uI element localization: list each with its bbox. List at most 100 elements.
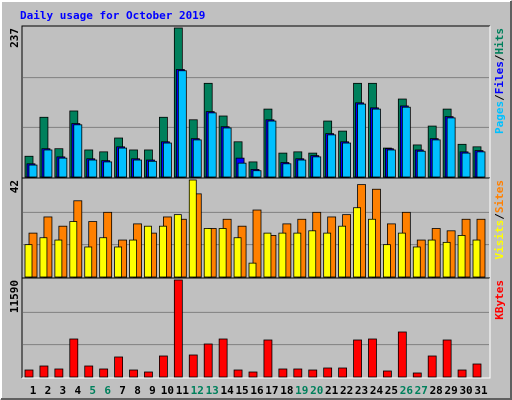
legend: Visits/Sites [493,180,506,260]
bar [114,246,122,278]
bar [69,338,79,378]
bar [248,371,258,378]
bar [88,159,98,178]
x-tick-label: 30 [459,384,472,397]
bar [457,235,466,278]
bar [293,232,302,278]
y-tick-label: 237 [8,28,21,48]
bar [103,161,113,178]
bar [162,142,172,178]
x-tick-label: 4 [74,384,81,397]
bar [84,365,94,378]
legend-entry: Sites [493,180,506,213]
bar [382,370,392,378]
bar [233,237,242,278]
bar [144,371,153,378]
bar [323,232,332,278]
bar [73,124,83,178]
bar [233,369,243,378]
bar [446,117,456,178]
bar [297,159,307,178]
x-tick-label: 29 [445,384,458,397]
bar [158,355,168,378]
bar [222,127,232,178]
bar [84,246,93,278]
panel-border-dark [21,277,490,378]
bar [401,106,411,178]
bar [133,159,142,178]
bar [99,237,108,278]
x-tick-label: 10 [161,384,174,397]
bar [308,230,317,278]
bar [207,112,217,178]
bar [218,228,227,278]
panel-border-light [22,278,491,379]
legend: Pages/Files/Hits [493,28,506,134]
panel [22,278,490,378]
bar [177,70,187,178]
bar [282,163,292,178]
bar [461,152,471,178]
x-tick-label: 2 [45,384,52,397]
bar [357,103,366,178]
bar [114,356,123,378]
bar [416,150,426,178]
bar [338,225,347,278]
x-tick-label: 12 [191,384,204,397]
bar [173,214,182,278]
bar [263,232,272,278]
bar [39,237,48,278]
x-tick-label: 3 [60,384,67,397]
x-tick-label: 14 [221,384,235,397]
x-tick-label: 24 [370,384,384,397]
x-tick-label: 7 [119,384,126,397]
bar [203,343,213,378]
legend-separator: / [493,94,506,101]
bar [327,134,337,178]
bar [308,369,318,378]
bar [237,162,247,178]
bar [173,279,183,378]
bar [252,209,262,278]
legend-entry: Hits [493,28,506,55]
bar [252,170,262,178]
legend-separator: / [493,213,506,220]
bar [427,355,437,378]
bar [442,339,452,378]
bar [353,339,362,378]
x-tick-label: 13 [206,384,219,397]
legend-entry: Pages [493,101,506,134]
bar [263,339,273,378]
x-tick-label: 26 [400,384,414,397]
x-tick-label: 16 [250,384,264,397]
x-tick-label: 9 [149,384,156,397]
bar [248,262,257,278]
bar [368,338,377,378]
x-tick-label: 15 [235,384,248,397]
bar [353,207,361,278]
bar [118,147,127,178]
bar [412,246,421,278]
bar [372,108,381,178]
legend-entry: Files [493,61,506,94]
bar [192,139,202,178]
bar [144,225,152,278]
bar [24,369,34,378]
bar [397,232,406,278]
x-tick-label: 17 [265,384,278,397]
x-tick-label: 22 [340,384,353,397]
bar [368,218,376,278]
bar [129,239,137,278]
bar [382,244,391,278]
bar [267,120,277,178]
bar [476,151,486,178]
x-tick-label: 21 [325,384,339,397]
x-tick-label: 18 [280,384,293,397]
bar [203,228,212,278]
panel-border-dark [21,25,490,178]
bar [293,368,303,378]
x-tick-label: 8 [134,384,141,397]
legend: KBytes [493,280,506,320]
